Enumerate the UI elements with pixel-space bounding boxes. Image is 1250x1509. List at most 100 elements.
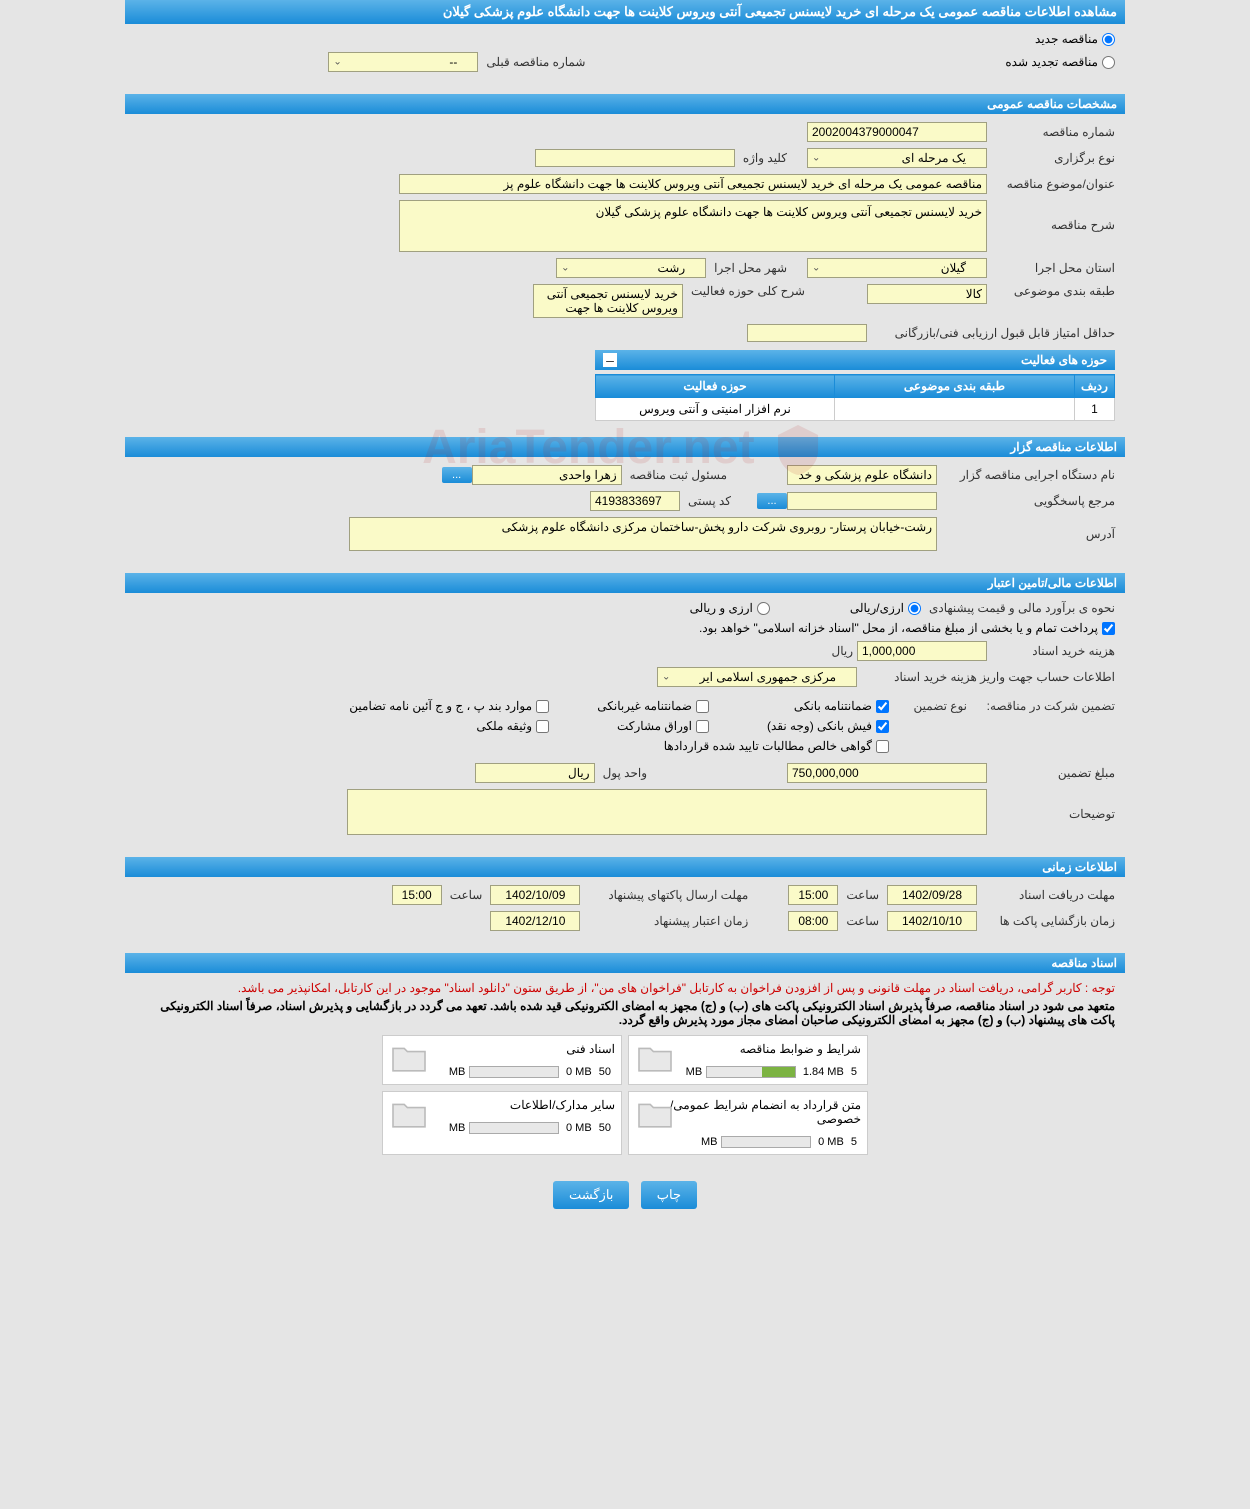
progress-bar: [706, 1066, 796, 1078]
docs-row-1: شرایط و ضوابط مناقصه 5 MB 1.84 MB اسناد …: [135, 1035, 1115, 1085]
progress-bar: [469, 1122, 559, 1134]
guarantee-amount-field[interactable]: 750,000,000: [787, 763, 987, 783]
minscore-field[interactable]: [747, 324, 867, 342]
validity-date[interactable]: 1402/12/10: [490, 911, 580, 931]
time-word-3: ساعت: [846, 914, 879, 928]
activity-label: شرح کلی حوزه فعالیت: [691, 284, 805, 298]
radio-new-label: مناقصه جدید: [1035, 32, 1098, 46]
province-select[interactable]: گیلان ⌄: [807, 258, 987, 278]
send-time[interactable]: 15:00: [392, 885, 442, 905]
number-label: شماره مناقصه: [995, 125, 1115, 139]
method-label: نحوه ی برآورد مالی و قیمت پیشنهادی: [929, 601, 1115, 615]
keyword-label: کلید واژه: [743, 151, 787, 165]
contact-field: [787, 492, 937, 510]
folder-icon: [635, 1098, 675, 1130]
section-documents: اسناد مناقصه: [125, 953, 1125, 973]
responsible-label: مسئول ثبت مناقصه: [630, 468, 727, 482]
guarantee-type-label: نوع تضمین: [897, 699, 967, 713]
prev-number-label: شماره مناقصه قبلی: [486, 55, 585, 69]
col-field: حوزه فعالیت: [596, 375, 835, 398]
subject-field: کالا: [867, 284, 987, 304]
cb-property[interactable]: وثیقه ملکی: [329, 719, 549, 733]
city-label: شهر محل اجرا: [714, 261, 787, 275]
notes-textarea[interactable]: [347, 789, 987, 835]
title-field[interactable]: مناقصه عمومی یک مرحله ای خرید لایسنس تجم…: [399, 174, 987, 194]
address-field[interactable]: رشت-خیابان پرستار- روبروی شرکت دارو پخش-…: [349, 517, 937, 551]
minscore-label: حداقل امتیاز قابل قبول ارزیابی فنی/بازرگ…: [875, 326, 1115, 340]
keyword-field[interactable]: [535, 149, 735, 167]
contact-pick-button[interactable]: ...: [757, 493, 787, 509]
cb-bank[interactable]: ضمانتنامه بانکی: [709, 699, 889, 713]
chevron-down-icon: ⌄: [812, 263, 820, 274]
section-general: مشخصات مناقصه عمومی: [125, 94, 1125, 114]
radio-rial[interactable]: ارزی/ریالی: [850, 601, 921, 615]
activity-field: خرید لایسنس تجمیعی آنتی ویروس کلاینت ها …: [533, 284, 683, 318]
cb-bonds[interactable]: اوراق مشارکت: [549, 719, 709, 733]
address-label: آدرس: [945, 527, 1115, 541]
cb-cash[interactable]: فیش بانکی (وجه نقد): [709, 719, 889, 733]
open-label: زمان بازگشایی پاکت ها: [985, 914, 1115, 928]
open-date[interactable]: 1402/10/10: [887, 911, 977, 931]
receive-time[interactable]: 15:00: [788, 885, 838, 905]
time-word-1: ساعت: [846, 888, 879, 902]
notes-label: توضیحات: [995, 789, 1115, 821]
radio-new[interactable]: مناقصه جدید: [1035, 32, 1115, 46]
contact-label: مرجع پاسخگویی: [945, 494, 1115, 508]
postal-label: کد پستی: [688, 494, 731, 508]
doc-box-0[interactable]: شرایط و ضوابط مناقصه 5 MB 1.84 MB: [628, 1035, 868, 1085]
back-button[interactable]: بازگشت: [553, 1181, 629, 1209]
radio-currency[interactable]: ارزی و ریالی: [690, 601, 770, 615]
docprice-unit: ریال: [831, 644, 853, 658]
chevron-down-icon: ⌄: [561, 263, 569, 274]
type-select[interactable]: یک مرحله ای ⌄: [807, 148, 987, 168]
minimize-button[interactable]: –: [603, 353, 617, 367]
col-subject: طبقه بندی موضوعی: [835, 375, 1075, 398]
radio-renewed[interactable]: مناقصه تجدید شده: [1005, 55, 1115, 69]
guarantee-amount-label: مبلغ تضمین: [995, 766, 1115, 780]
exec-field: دانشگاه علوم پزشکی و خد: [787, 465, 937, 485]
city-select[interactable]: رشت ⌄: [556, 258, 706, 278]
print-button[interactable]: چاپ: [641, 1181, 697, 1209]
open-time[interactable]: 08:00: [788, 911, 838, 931]
note-red: توجه : کاربر گرامی، دریافت اسناد در مهلت…: [135, 981, 1115, 995]
note-black: متعهد می شود در اسناد مناقصه، صرفاً پذیر…: [135, 999, 1115, 1027]
doc-box-2[interactable]: متن قرارداد به انضمام شرایط عمومی/خصوصی …: [628, 1091, 868, 1155]
page-title-bar: مشاهده اطلاعات مناقصه عمومی یک مرحله ای …: [125, 0, 1125, 24]
chevron-down-icon: ⌄: [662, 672, 670, 683]
page-title: مشاهده اطلاعات مناقصه عمومی یک مرحله ای …: [443, 4, 1117, 19]
doc-box-3[interactable]: سایر مدارک/اطلاعات 50 MB 0 MB: [382, 1091, 622, 1155]
progress-bar: [469, 1066, 559, 1078]
doc-box-1[interactable]: اسناد فنی 50 MB 0 MB: [382, 1035, 622, 1085]
section-timing: اطلاعات زمانی: [125, 857, 1125, 877]
docprice-field[interactable]: 1,000,000: [857, 641, 987, 661]
folder-icon: [635, 1042, 675, 1074]
section-financial: اطلاعات مالی/تامین اعتبار: [125, 573, 1125, 593]
responsible-field: زهرا واحدی: [472, 465, 622, 485]
chevron-down-icon: ⌄: [333, 57, 341, 68]
radio-renewed-label: مناقصه تجدید شده: [1005, 55, 1098, 69]
treasury-checkbox[interactable]: پرداخت تمام و یا بخشی از مبلغ مناقصه، از…: [699, 621, 1115, 635]
cb-bylaw[interactable]: موارد بند پ ، ج و ج آئین نامه تضامین: [329, 699, 549, 713]
cb-cert[interactable]: گواهی خالص مطالبات تایید شده قراردادها: [709, 739, 889, 753]
postal-field[interactable]: 4193833697: [590, 491, 680, 511]
number-field: 2002004379000047: [807, 122, 987, 142]
receive-label: مهلت دریافت اسناد: [985, 888, 1115, 902]
folder-icon: [389, 1098, 429, 1130]
responsible-pick-button[interactable]: ...: [442, 467, 472, 483]
province-label: استان محل اجرا: [995, 261, 1115, 275]
section-organizer: اطلاعات مناقصه گزار: [125, 437, 1125, 457]
validity-label: زمان اعتبار پیشنهاد: [588, 914, 748, 928]
desc-textarea[interactable]: خرید لایسنس تجمیعی آنتی ویروس کلاینت ها …: [399, 200, 987, 252]
cb-nonbank[interactable]: ضمانتنامه غیربانکی: [549, 699, 709, 713]
guarantee-title: تضمین شرکت در مناقصه:: [975, 699, 1115, 713]
send-date[interactable]: 1402/10/09: [490, 885, 580, 905]
prev-number-select[interactable]: -- ⌄: [328, 52, 478, 72]
account-select[interactable]: مرکزی جمهوری اسلامی ایر ⌄: [657, 667, 857, 687]
activity-table-header: حوزه های فعالیت –: [595, 350, 1115, 370]
currency-field: ریال: [475, 763, 595, 783]
table-row: 1 نرم افزار امنیتی و آنتی ویروس: [596, 398, 1115, 421]
receive-date[interactable]: 1402/09/28: [887, 885, 977, 905]
currency-label: واحد پول: [603, 766, 647, 780]
desc-label: شرح مناقصه: [995, 200, 1115, 232]
activity-table: ردیف طبقه بندی موضوعی حوزه فعالیت 1 نرم …: [595, 374, 1115, 421]
